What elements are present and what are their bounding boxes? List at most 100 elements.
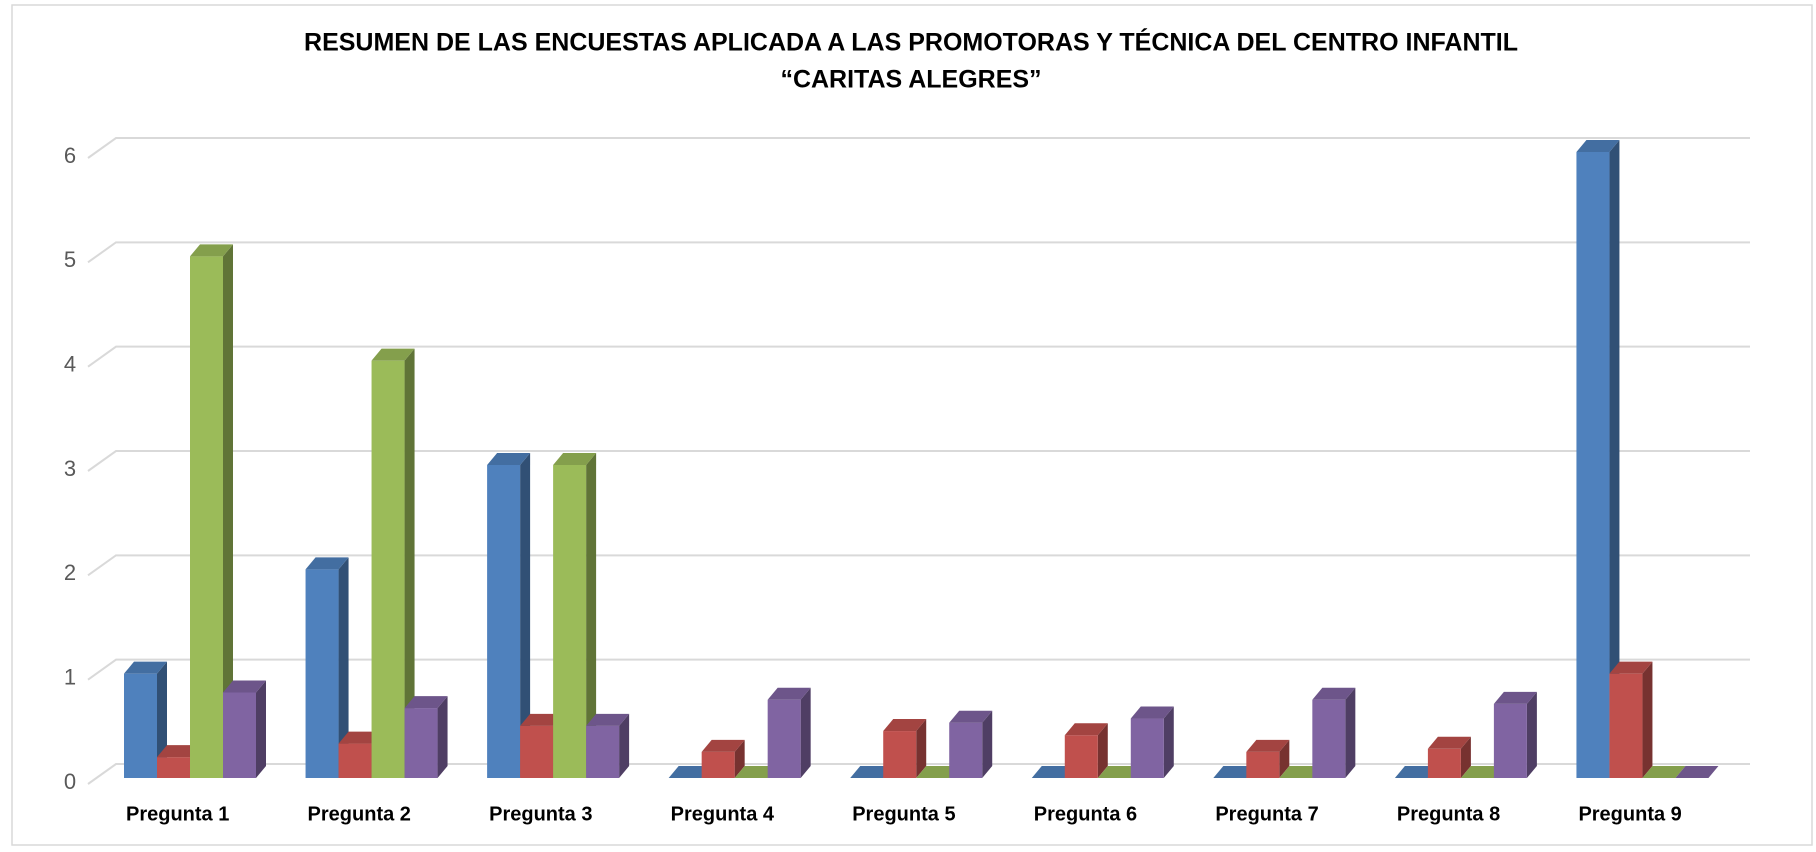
x-tick-label: Pregunta 7: [1215, 803, 1318, 825]
bar: [1130, 718, 1164, 778]
bar-side: [256, 680, 266, 778]
bar: [767, 699, 801, 778]
bar-side: [404, 348, 415, 778]
bar-side: [520, 453, 531, 778]
bar-side: [1526, 691, 1537, 778]
bar-top: [1394, 766, 1438, 778]
bar: [1312, 699, 1346, 778]
y-tick-label: 0: [64, 769, 76, 794]
bar-top: [1675, 766, 1719, 778]
bar: [1609, 673, 1643, 778]
y-tick-label: 4: [64, 351, 76, 376]
bar-side: [1097, 723, 1108, 778]
bar-top: [305, 557, 349, 570]
x-tick-label: Pregunta 3: [489, 803, 592, 825]
bar-top: [949, 710, 993, 723]
bar-side: [1279, 739, 1290, 778]
bar: [371, 360, 405, 778]
grid-line: [87, 345, 1750, 368]
bar-top: [157, 745, 200, 758]
bar-side: [982, 710, 993, 778]
bar-side: [1460, 736, 1471, 778]
bar: [157, 757, 190, 778]
bar-top: [916, 766, 960, 778]
bar-top: [520, 713, 564, 726]
bar: [305, 569, 339, 778]
bar-top: [1031, 766, 1075, 778]
grid-line: [87, 241, 1750, 264]
bar-side: [916, 719, 927, 778]
bar-top: [553, 453, 597, 465]
x-tick-label: Pregunta 5: [852, 803, 955, 825]
bar-top: [1312, 687, 1356, 700]
bar-top: [767, 687, 811, 700]
bar-top: [487, 453, 531, 465]
chart-frame: [11, 4, 1813, 846]
bar-top: [1427, 736, 1471, 749]
grid-line: [87, 658, 1750, 681]
bar: [553, 465, 587, 778]
x-tick-label: Pregunta 8: [1397, 803, 1500, 825]
y-tick-label: 1: [64, 664, 76, 689]
bar-side: [1163, 706, 1174, 778]
bar-top: [1493, 691, 1537, 704]
bar-top: [1460, 766, 1504, 778]
grid-line: [87, 137, 1750, 159]
bar: [124, 673, 157, 778]
y-tick-label: 2: [64, 560, 76, 585]
bar-side: [800, 687, 811, 778]
bar-side: [223, 244, 233, 779]
bar-top: [1064, 723, 1108, 736]
bar-top: [668, 766, 712, 778]
bar-top: [1279, 766, 1323, 778]
bar-top: [883, 719, 927, 732]
bar: [1576, 152, 1610, 778]
bar: [949, 722, 983, 778]
chart-subtitle: “CARITAS ALEGRES”: [780, 66, 1041, 94]
bar: [190, 256, 223, 778]
bar-top: [734, 766, 778, 778]
y-tick-label: 6: [64, 143, 76, 168]
bar: [883, 731, 917, 778]
bar-top: [223, 680, 266, 693]
bar-top: [1213, 766, 1257, 778]
x-tick-label: Pregunta 4: [671, 803, 775, 825]
bar: [586, 725, 620, 778]
bar-side: [619, 713, 630, 778]
grid-line: [87, 450, 1750, 472]
bar: [520, 725, 554, 778]
bar-top: [1642, 766, 1686, 778]
bar: [1493, 703, 1527, 778]
bar-top: [190, 244, 233, 257]
bar-top: [1130, 706, 1174, 719]
y-tick-label: 3: [64, 456, 76, 481]
bar-side: [338, 557, 349, 778]
bar-side: [734, 739, 745, 778]
bar-top: [371, 348, 415, 361]
bar-side: [1609, 140, 1620, 778]
grid-line: [87, 554, 1750, 577]
bar-top: [850, 766, 894, 778]
bar-top: [124, 661, 167, 674]
bar: [1246, 751, 1280, 778]
bar-top: [1097, 766, 1141, 778]
x-tick-label: Pregunta 6: [1034, 803, 1137, 825]
grid-line: [87, 763, 1750, 785]
bar-side: [1345, 687, 1356, 778]
bar: [404, 708, 438, 778]
bar: [1427, 748, 1461, 778]
bar-top: [586, 713, 630, 726]
x-tick-label: Pregunta 2: [308, 803, 411, 825]
y-tick-label: 5: [64, 247, 76, 272]
x-tick-label: Pregunta 9: [1578, 803, 1681, 825]
bar: [487, 465, 521, 778]
bar: [1064, 735, 1098, 778]
bar: [338, 743, 372, 778]
bar-top: [338, 731, 382, 744]
bar-top: [404, 696, 448, 709]
bar: [223, 692, 256, 778]
bar-top: [1246, 739, 1290, 752]
bar: [701, 751, 735, 778]
